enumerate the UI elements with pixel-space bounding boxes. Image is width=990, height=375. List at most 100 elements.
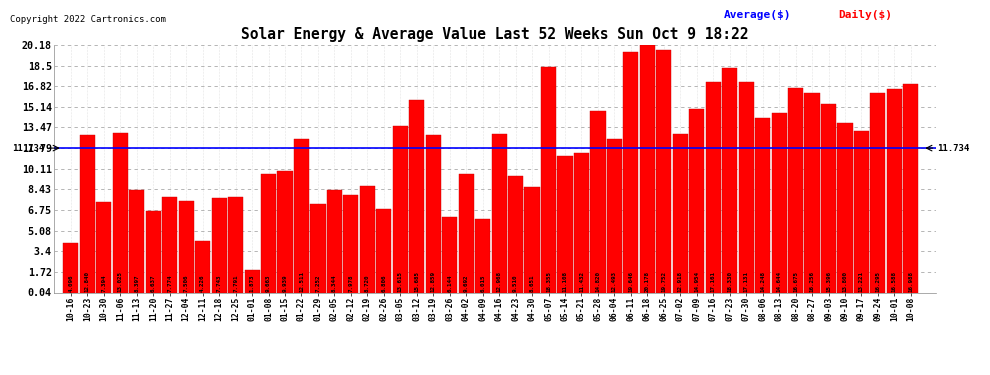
- Bar: [492, 134, 507, 293]
- Text: 16.588: 16.588: [892, 271, 897, 292]
- Text: 4.096: 4.096: [68, 274, 73, 292]
- Text: 13.025: 13.025: [118, 271, 123, 292]
- Text: 7.394: 7.394: [101, 274, 106, 292]
- Text: 9.939: 9.939: [282, 274, 287, 292]
- Bar: [508, 176, 523, 293]
- Text: 7.506: 7.506: [184, 274, 189, 292]
- Bar: [162, 198, 177, 293]
- Bar: [409, 100, 425, 293]
- Text: 7.252: 7.252: [316, 274, 321, 292]
- Text: 9.692: 9.692: [463, 274, 468, 292]
- Bar: [327, 190, 342, 293]
- Bar: [359, 186, 375, 293]
- Bar: [113, 133, 128, 293]
- Bar: [344, 195, 358, 293]
- Bar: [63, 243, 78, 293]
- Bar: [245, 270, 259, 293]
- Text: 18.330: 18.330: [728, 271, 733, 292]
- Text: 1.873: 1.873: [249, 274, 254, 292]
- Bar: [228, 197, 244, 293]
- Text: 20.178: 20.178: [644, 271, 649, 292]
- Bar: [195, 241, 210, 293]
- Text: 7.978: 7.978: [348, 274, 353, 292]
- Text: 12.493: 12.493: [612, 271, 617, 292]
- Bar: [376, 209, 391, 293]
- Text: 15.396: 15.396: [826, 271, 831, 292]
- Text: 13.800: 13.800: [842, 271, 847, 292]
- Text: 12.859: 12.859: [431, 271, 436, 292]
- Bar: [541, 68, 556, 293]
- Bar: [755, 118, 770, 293]
- Text: 7.774: 7.774: [167, 274, 172, 292]
- Text: 11.108: 11.108: [562, 271, 567, 292]
- Text: 11.734: 11.734: [938, 144, 969, 153]
- Text: 15.685: 15.685: [414, 271, 420, 292]
- Bar: [805, 93, 820, 293]
- Bar: [689, 109, 704, 293]
- Text: 19.752: 19.752: [661, 271, 666, 292]
- Text: 7.743: 7.743: [217, 274, 222, 292]
- Bar: [557, 156, 572, 293]
- Text: 11.734: 11.734: [12, 144, 45, 153]
- Text: 12.511: 12.511: [299, 271, 304, 292]
- Bar: [261, 174, 276, 293]
- Text: 13.221: 13.221: [859, 271, 864, 292]
- Text: 17.131: 17.131: [743, 271, 748, 292]
- Bar: [277, 171, 293, 293]
- Text: 14.820: 14.820: [595, 271, 600, 292]
- Bar: [475, 219, 490, 293]
- Text: 16.256: 16.256: [810, 271, 815, 292]
- Text: 12.840: 12.840: [85, 271, 90, 292]
- Bar: [96, 202, 112, 293]
- Text: 6.144: 6.144: [447, 274, 452, 292]
- Bar: [130, 190, 145, 293]
- Text: 9.510: 9.510: [513, 274, 518, 292]
- Bar: [525, 187, 540, 293]
- Bar: [870, 93, 885, 293]
- Bar: [574, 153, 589, 293]
- Text: 14.954: 14.954: [694, 271, 699, 292]
- Text: 12.968: 12.968: [497, 271, 502, 292]
- Text: 14.248: 14.248: [760, 271, 765, 292]
- Bar: [311, 204, 326, 293]
- Text: 6.637: 6.637: [150, 274, 155, 292]
- Bar: [590, 111, 606, 293]
- Bar: [393, 126, 408, 293]
- Text: Average($): Average($): [724, 10, 792, 20]
- Text: 8.397: 8.397: [135, 274, 140, 292]
- Bar: [838, 123, 852, 293]
- Text: 6.806: 6.806: [381, 274, 386, 292]
- Text: 16.988: 16.988: [909, 271, 914, 292]
- Text: 14.644: 14.644: [776, 271, 781, 292]
- Bar: [656, 50, 671, 293]
- Bar: [426, 135, 441, 293]
- Bar: [788, 88, 803, 293]
- Bar: [887, 89, 902, 293]
- Title: Solar Energy & Average Value Last 52 Weeks Sun Oct 9 18:22: Solar Energy & Average Value Last 52 Wee…: [242, 27, 748, 42]
- Bar: [672, 134, 688, 293]
- Text: 9.663: 9.663: [266, 274, 271, 292]
- Bar: [722, 68, 738, 293]
- Bar: [178, 201, 194, 293]
- Bar: [294, 139, 309, 293]
- Text: 19.646: 19.646: [629, 271, 634, 292]
- Text: 8.344: 8.344: [332, 274, 337, 292]
- Bar: [624, 51, 639, 293]
- Text: 16.295: 16.295: [875, 271, 880, 292]
- Bar: [607, 140, 622, 293]
- Text: 13.615: 13.615: [398, 271, 403, 292]
- Text: 7.791: 7.791: [233, 274, 239, 292]
- Bar: [640, 45, 655, 293]
- Text: 8.720: 8.720: [365, 274, 370, 292]
- Bar: [212, 198, 227, 293]
- Text: Daily($): Daily($): [839, 10, 893, 20]
- Text: 17.161: 17.161: [711, 271, 716, 292]
- Text: 18.355: 18.355: [546, 271, 551, 292]
- Bar: [443, 217, 457, 293]
- Text: 11.432: 11.432: [579, 271, 584, 292]
- Bar: [771, 113, 787, 293]
- Bar: [903, 84, 919, 293]
- Text: Copyright 2022 Cartronics.com: Copyright 2022 Cartronics.com: [10, 15, 165, 24]
- Bar: [458, 174, 474, 293]
- Text: 8.651: 8.651: [530, 274, 535, 292]
